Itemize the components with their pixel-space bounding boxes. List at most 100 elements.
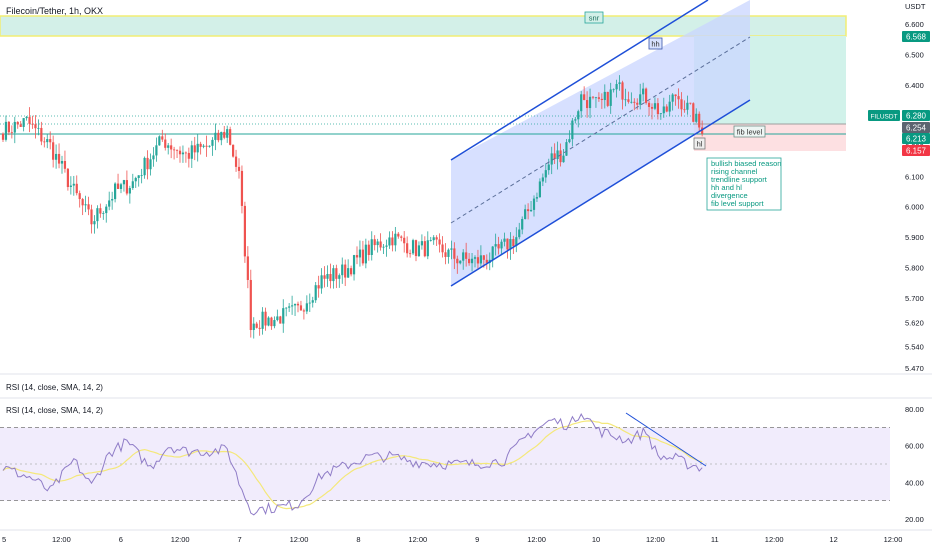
candle-body [379, 241, 382, 248]
candle-body [355, 255, 359, 258]
candle-body [394, 233, 397, 246]
candle-body [547, 164, 550, 171]
reasons-note[interactable]: bullish biased reason rising channel trend… [706, 157, 781, 211]
rsi-tick-label: 40.00 [905, 478, 924, 487]
candle-body [612, 89, 615, 91]
candle-body [468, 258, 471, 264]
candle-body [420, 241, 423, 246]
candle-body [146, 157, 149, 170]
candle-body [193, 145, 196, 153]
candle-body [470, 258, 474, 264]
channel-upper-line[interactable] [450, 0, 709, 161]
hh-label[interactable]: hh [648, 37, 663, 50]
candle-body [93, 221, 96, 225]
candle-body [465, 252, 468, 259]
candle-body [332, 268, 335, 282]
hl-text: hl [697, 140, 703, 149]
candle-body [426, 240, 429, 257]
candle-body [562, 155, 565, 163]
time-tick-label: 12:00 [290, 535, 309, 544]
candle-body [119, 184, 123, 189]
candle-body [60, 161, 64, 164]
time-tick-label: 12:00 [765, 535, 784, 544]
rsi-label-main[interactable]: RSI (14, close, SMA, 14, 2) [6, 383, 103, 392]
candle-body [78, 193, 81, 200]
time-tick-label: 12:00 [884, 535, 903, 544]
candle-body [541, 177, 544, 182]
candle-body [603, 91, 606, 101]
price-tick-label: 5.800 [905, 264, 924, 273]
candle-body [574, 119, 577, 121]
entry-price-text: 6.254 [906, 124, 927, 133]
candle-body [586, 100, 589, 109]
reason-line: trendline support [711, 175, 768, 184]
candle-body [16, 121, 19, 125]
candle-body [240, 170, 244, 206]
candle-body [671, 94, 674, 102]
candle-body [217, 132, 220, 141]
channel-lower-line[interactable] [450, 99, 751, 287]
candle-body [96, 208, 99, 222]
candle-body [134, 177, 137, 182]
rsi-divergence-line[interactable] [625, 412, 707, 467]
candle-body [591, 96, 595, 98]
candle-body [282, 308, 285, 324]
candle-body [158, 136, 161, 146]
time-tick-label: 9 [475, 535, 479, 544]
time-tick-label: 12:00 [646, 535, 665, 544]
price-tick-label: 6.500 [905, 51, 924, 60]
candle-body [624, 99, 627, 101]
candle-body [190, 145, 193, 159]
candle-body [261, 311, 264, 329]
candle-body [367, 244, 370, 255]
candle-body [308, 302, 311, 304]
candle-body [559, 150, 562, 163]
candle-body [453, 248, 456, 259]
candle-body [385, 245, 388, 247]
channel-midline[interactable] [450, 36, 751, 224]
candle-body [311, 300, 314, 303]
candle-body [329, 274, 332, 282]
price-tick-label: 6.600 [905, 20, 924, 29]
rsi-tick-label: 60.00 [905, 442, 924, 451]
candle-body [642, 88, 645, 95]
candle-body [503, 238, 506, 242]
candle-body [698, 113, 701, 128]
candle-body [518, 229, 521, 238]
candle-body [40, 127, 43, 142]
fib-level-label[interactable]: fib level [733, 125, 766, 138]
candle-body [140, 175, 143, 177]
level-price-badge: 6.213 [902, 133, 930, 144]
candle-body [538, 181, 541, 198]
candle-body [441, 244, 444, 253]
candle-body [299, 305, 303, 311]
candle-body [482, 255, 485, 260]
time-axis[interactable]: 5 12:00 6 12:00 7 12:00 8 12:00 9 12:00 10 12:00 11 1… [2, 535, 902, 544]
candle-body [338, 275, 341, 279]
candle-body [447, 249, 450, 257]
candle-body [417, 245, 421, 257]
candle-body [600, 98, 603, 101]
rsi-axis[interactable]: 80.00 60.00 40.00 20.00 [905, 405, 924, 524]
candle-body [10, 132, 13, 134]
rsi-label-pane[interactable]: RSI (14, close, SMA, 14, 2) [6, 406, 103, 415]
candle-body [450, 248, 453, 250]
candle-body [232, 144, 235, 157]
candle-body [155, 145, 158, 156]
candle-body [397, 233, 400, 237]
symbol-price-badge: FILUSDT 6.280 [868, 110, 930, 121]
candle-body [544, 170, 547, 178]
hl-label[interactable]: hl [693, 137, 706, 150]
snr-label[interactable]: snr [584, 11, 604, 24]
candle-body [296, 303, 300, 306]
currency-label: USDT [905, 2, 926, 11]
chart-title: Filecoin/Tether, 1h, OKX [6, 6, 103, 16]
candle-body [674, 94, 677, 97]
candle-body [81, 199, 84, 206]
time-tick-label: 12:00 [171, 535, 190, 544]
candle-body [258, 327, 261, 329]
candle-body [609, 89, 612, 106]
candle-body [7, 121, 10, 133]
snr-zone [0, 15, 847, 37]
